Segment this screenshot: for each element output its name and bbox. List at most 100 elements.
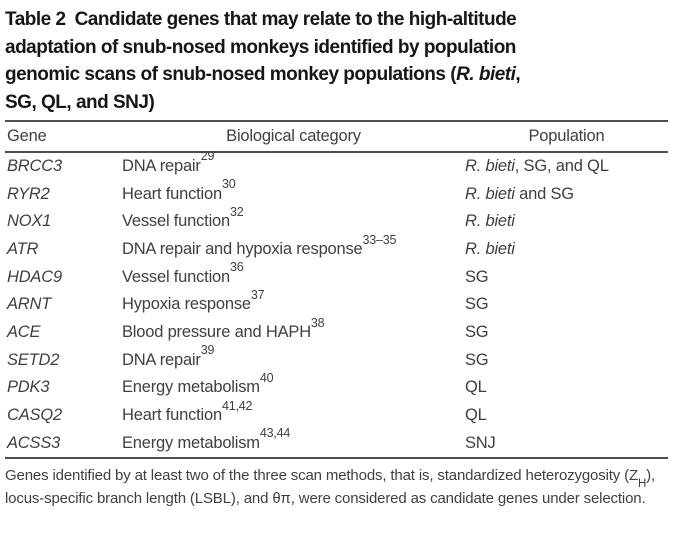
category-cell: Energy metabolism43,44 <box>122 427 465 453</box>
population-cell: QL <box>465 378 668 397</box>
header-population: Population <box>528 127 605 145</box>
reference-superscript: 43,44 <box>259 426 291 441</box>
population-species-italic: R. bieti <box>465 212 515 231</box>
gene-cell: SETD2 <box>7 350 60 369</box>
table-rule-top <box>5 120 668 122</box>
table-header-row: Gene Biological category Population <box>5 122 668 151</box>
gene-cell: CASQ2 <box>7 406 62 425</box>
header-gene: Gene <box>7 127 47 145</box>
population-cell: R. bieti <box>465 212 668 231</box>
gene-cell: ACSS3 <box>7 433 61 452</box>
population-cell: R. bieti, SG, and QL <box>465 157 668 176</box>
population-species-italic: R. bieti <box>465 240 515 258</box>
category-cell: DNA repair29 <box>122 150 465 176</box>
gene-cell: ACE <box>7 323 41 342</box>
category-cell: Hypoxia response37 <box>122 289 465 314</box>
population-text: SNJ <box>465 433 496 452</box>
reference-superscript: 39 <box>200 343 215 358</box>
category-text: Vessel function <box>122 212 230 231</box>
population-text: , SG, and QL <box>514 156 609 175</box>
title-line-1: Table 2 Candidate genes that may relate t… <box>5 6 670 34</box>
population-text: and SG <box>514 184 574 203</box>
category-cell: DNA repair39 <box>122 344 465 370</box>
category-cell: Vessel function36 <box>122 261 465 287</box>
table-row: ATR DNA repair and hypoxia response33–35… <box>5 233 668 264</box>
reference-superscript: 40 <box>259 370 274 385</box>
title-text-1: Candidate genes that may relate to the h… <box>74 9 517 30</box>
category-cell: Vessel function32 <box>122 206 465 231</box>
population-cell: SG <box>465 323 668 342</box>
category-text: DNA repair <box>122 156 201 175</box>
reference-superscript: 29 <box>200 149 215 164</box>
table-figure: Table 2 Candidate genes that may relate t… <box>5 6 670 510</box>
category-text: Heart function <box>122 406 222 425</box>
gene-cell: RYR2 <box>7 184 50 203</box>
category-text: DNA repair and hypoxia response <box>122 240 363 258</box>
table-row: SETD2 DNA repair39 SG <box>5 344 668 374</box>
population-cell: R. bieti <box>465 240 668 259</box>
gene-cell: ARNT <box>7 295 52 314</box>
population-cell: SNJ <box>465 434 668 453</box>
population-species-italic: R. bieti <box>465 184 515 203</box>
category-text: DNA repair <box>122 350 201 369</box>
reference-superscript: 38 <box>310 315 325 330</box>
title-line-2: adaptation of snub-nosed monkeys identif… <box>5 36 516 58</box>
gene-cell: ATR <box>7 240 39 258</box>
category-text: Heart function <box>122 184 222 203</box>
category-text: Energy metabolism <box>122 378 260 397</box>
population-species-italic: R. bieti <box>465 156 515 175</box>
table-row: ACSS3 Energy metabolism43,44 SNJ <box>5 427 668 457</box>
footnote-text-1: Genes identified by at least two of the … <box>5 467 638 485</box>
gene-cell: HDAC9 <box>7 267 62 286</box>
table-row: HDAC9 Vessel function36 SG <box>5 261 668 291</box>
population-cell: QL <box>465 406 668 425</box>
category-text: Blood pressure and HAPH <box>122 323 311 342</box>
population-text: QL <box>465 378 487 397</box>
header-biological-category: Biological category <box>226 127 361 145</box>
species-name-italic: R. bieti <box>456 64 516 85</box>
category-cell: DNA repair and hypoxia response33–35 <box>122 233 465 259</box>
population-text: QL <box>465 406 487 425</box>
table-title: Table 2 Candidate genes that may relate t… <box>5 6 670 116</box>
table-row: RYR2 Heart function30 R. bieti and SG <box>5 178 668 208</box>
population-cell: R. bieti and SG <box>465 185 668 204</box>
category-cell: Heart function30 <box>122 178 465 204</box>
title-text-3a: genomic scans of snub-nosed monkey popul… <box>5 64 457 85</box>
table-footnote: Genes identified by at least two of the … <box>5 464 666 510</box>
table-body: BRCC3 DNA repair29 R. bieti, SG, and QL … <box>5 150 670 458</box>
category-cell: Heart function41,42 <box>122 399 465 425</box>
table-row: ARNT Hypoxia response37 SG <box>5 289 668 319</box>
footnote-text-2: ), locus-specific branch length (LSBL), … <box>5 467 656 508</box>
population-text: SG <box>465 323 489 342</box>
reference-superscript: 32 <box>230 204 244 219</box>
category-text: Vessel function <box>122 267 230 286</box>
category-cell: Energy metabolism40 <box>122 372 465 397</box>
category-text: Hypoxia response <box>122 295 251 314</box>
table-row: PDK3 Energy metabolism40 QL <box>5 372 668 402</box>
table-row: CASQ2 Heart function41,42 QL <box>5 399 668 430</box>
reference-superscript: 33–35 <box>362 232 397 247</box>
title-text-3b: , <box>515 64 521 85</box>
table-row: BRCC3 DNA repair29 R. bieti, SG, and QL <box>5 150 668 181</box>
gene-cell: PDK3 <box>7 378 50 397</box>
table-rule-header <box>5 151 668 153</box>
population-cell: SG <box>465 268 668 287</box>
title-line-4: SG, QL, and SNJ) <box>5 91 155 113</box>
population-text: SG <box>465 350 489 369</box>
category-cell: Blood pressure and HAPH38 <box>122 316 465 342</box>
population-text: SG <box>465 295 489 314</box>
table-number-label: Table 2 <box>5 9 66 30</box>
gene-cell: NOX1 <box>7 212 52 231</box>
population-cell: SG <box>465 295 668 314</box>
gene-cell: BRCC3 <box>7 156 62 175</box>
footnote-subscript: H <box>638 478 647 491</box>
population-text: SG <box>465 267 489 286</box>
title-line-3: genomic scans of snub-nosed monkey popul… <box>5 61 670 89</box>
reference-superscript: 30 <box>221 177 236 192</box>
reference-superscript: 37 <box>250 287 265 302</box>
table-rule-bottom <box>5 457 668 460</box>
reference-superscript: 41,42 <box>221 398 253 413</box>
category-text: Energy metabolism <box>122 433 260 452</box>
population-cell: SG <box>465 351 668 370</box>
reference-superscript: 36 <box>230 260 244 275</box>
